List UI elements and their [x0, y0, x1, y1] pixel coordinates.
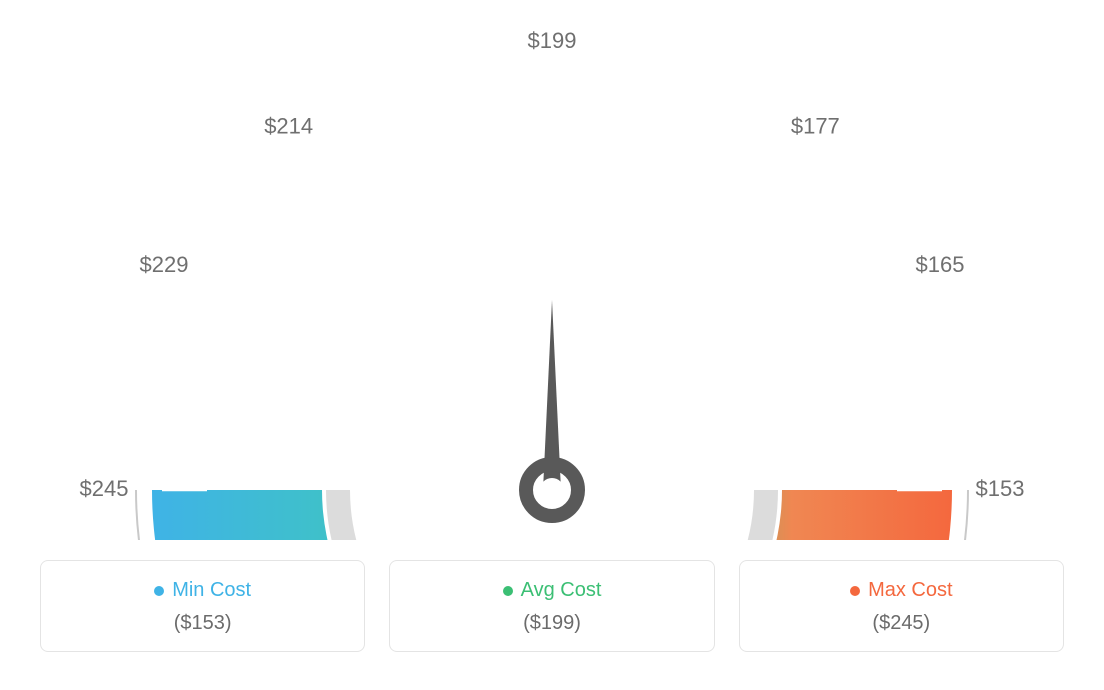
gauge-chart: $153 $165 $177 $199 $214 $229 $245: [40, 20, 1064, 540]
svg-text:$177: $177: [791, 113, 840, 138]
legend-label-min: Min Cost: [172, 579, 251, 602]
svg-text:$165: $165: [916, 252, 965, 277]
svg-text:$229: $229: [140, 252, 189, 277]
legend-title-min: Min Cost: [53, 579, 352, 602]
chart-container: $153 $165 $177 $199 $214 $229 $245 Min Cost ($…: [0, 0, 1104, 690]
legend-title-max: Max Cost: [752, 579, 1051, 602]
legend-card-max: Max Cost ($245): [739, 560, 1064, 652]
legend-card-avg: Avg Cost ($199): [389, 560, 714, 652]
legend-label-max: Max Cost: [868, 579, 952, 602]
svg-text:$153: $153: [976, 476, 1025, 501]
legend-card-min: Min Cost ($153): [40, 560, 365, 652]
dot-icon: [850, 586, 860, 596]
legend-row: Min Cost ($153) Avg Cost ($199) Max Cost…: [40, 560, 1064, 652]
legend-title-avg: Avg Cost: [402, 579, 701, 602]
svg-text:$199: $199: [528, 28, 577, 53]
legend-label-avg: Avg Cost: [521, 579, 602, 602]
dot-icon: [503, 586, 513, 596]
legend-value-min: ($153): [53, 612, 352, 635]
svg-text:$245: $245: [80, 476, 129, 501]
svg-text:$214: $214: [264, 113, 313, 138]
dot-icon: [154, 586, 164, 596]
legend-value-max: ($245): [752, 612, 1051, 635]
gauge-svg: $153 $165 $177 $199 $214 $229 $245: [40, 20, 1064, 540]
legend-value-avg: ($199): [402, 612, 701, 635]
